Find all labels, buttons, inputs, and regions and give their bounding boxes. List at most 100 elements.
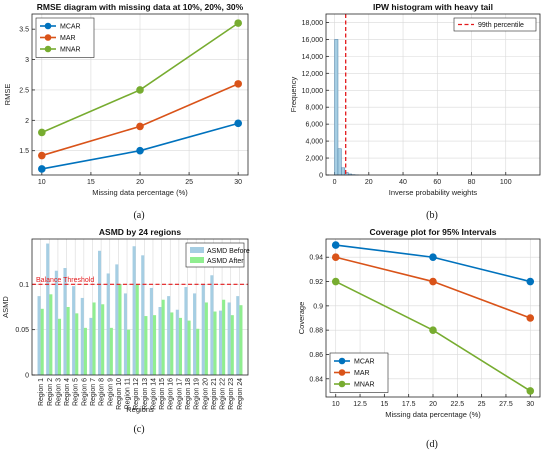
rmse-point-mcar-0 xyxy=(38,165,46,173)
asmd-xtick-label-17: Region 17 xyxy=(176,378,183,410)
coverage-point-mar-2 xyxy=(526,314,535,322)
ipw-xtick-label-2: 40 xyxy=(399,179,407,186)
asmd-bar-after-2 xyxy=(49,294,53,375)
rmse-point-mnar-2 xyxy=(234,19,242,27)
ipw-ytick-label-5: 10,000 xyxy=(302,88,324,95)
asmd-xtick-label-19: Region 19 xyxy=(194,378,201,410)
asmd-ytick-label-1: 0.05 xyxy=(15,327,29,334)
asmd-xlabel: Regions xyxy=(126,405,154,414)
ipw-ytick-label-4: 8,000 xyxy=(305,105,323,112)
asmd-bar-before-7 xyxy=(89,317,93,375)
asmd-bar-after-14 xyxy=(152,315,157,375)
asmd-xtick-label-3: Region 3 xyxy=(55,378,62,406)
asmd-bar-before-8 xyxy=(98,250,102,375)
ipw-ytick-label-6: 12,000 xyxy=(302,71,324,78)
ipw-ytick-label-2: 4,000 xyxy=(305,139,323,146)
asmd-xtick-label-20: Region 20 xyxy=(202,378,209,410)
asmd-bar-before-12 xyxy=(132,246,136,375)
asmd-bar-after-22 xyxy=(222,299,226,375)
ipw-chart: 0 20 40 60 80 100 0 2,000 4,000 6,000 8,000 10,000 1… xyxy=(289,2,541,197)
ipw-title: IPW histogram with heavy tail xyxy=(373,2,493,12)
coverage-xtick-label-6: 25 xyxy=(478,401,486,408)
rmse-ytick-label-3: 3 xyxy=(25,57,29,64)
coverage-point-mnar-2 xyxy=(526,387,535,395)
asmd-bar-after-12 xyxy=(135,284,139,375)
ipw-bin-2 xyxy=(341,167,346,176)
rmse-legend-label-mcar: MCAR xyxy=(60,24,81,31)
rmse-title: RMSE diagram with missing data at 10%, 2… xyxy=(37,2,244,12)
asmd-bar-after-23 xyxy=(230,315,234,375)
ipw-ytick-label-1: 2,000 xyxy=(305,156,323,163)
coverage-point-mcar-1 xyxy=(429,253,437,262)
ipw-ylabel: Frequency xyxy=(289,77,298,113)
asmd-xtick-label-15: Region 15 xyxy=(159,378,166,410)
rmse-ytick-label-2: 2.5 xyxy=(19,87,29,94)
rmse-point-mar-1 xyxy=(136,122,144,131)
asmd-bar-after-9 xyxy=(109,327,113,375)
asmd-xtick-label-10: Region 10 xyxy=(116,378,123,410)
asmd-xtick-label-21: Region 21 xyxy=(211,378,218,410)
asmd-bar-after-10 xyxy=(118,284,122,375)
rmse-xtick-label-1: 15 xyxy=(87,179,95,186)
asmd-legend-label-1: ASMD After xyxy=(207,258,244,265)
asmd-bar-before-23 xyxy=(227,302,231,375)
panel-label-b: (b) xyxy=(426,210,438,221)
coverage-legend-marker-mar xyxy=(338,369,346,376)
asmd-bar-after-18 xyxy=(187,320,191,375)
rmse-legend-label-mnar: MNAR xyxy=(60,47,81,54)
asmd-xtick-label-6: Region 6 xyxy=(81,378,88,406)
asmd-bar-before-5 xyxy=(72,286,76,375)
ipw-ytick-label-3: 6,000 xyxy=(305,122,323,129)
ipw-axes-box xyxy=(325,13,541,176)
asmd-bar-after-21 xyxy=(213,311,217,375)
coverage-legend-label-mcar: MCAR xyxy=(354,359,375,366)
coverage-xlabel: Missing data percentage (%) xyxy=(385,410,481,419)
coverage-legend-label-mnar: MNAR xyxy=(354,382,375,389)
rmse-xtick-label-2: 20 xyxy=(136,179,144,186)
asmd-bar-before-9 xyxy=(106,273,110,375)
asmd-bar-before-24 xyxy=(236,296,240,375)
coverage-axes-box xyxy=(325,238,541,398)
asmd-bar-after-16 xyxy=(170,312,174,375)
rmse-xlabel: Missing data percentage (%) xyxy=(92,188,188,197)
asmd-xtick-label-5: Region 5 xyxy=(73,378,80,406)
ipw-legend-box xyxy=(453,17,537,32)
coverage-point-mcar-0 xyxy=(331,241,340,249)
asmd-xtick-label-1: Region 1 xyxy=(38,378,45,406)
ipw-xtick-label-5: 100 xyxy=(500,179,512,186)
rmse-point-mar-0 xyxy=(38,151,46,160)
asmd-xtick-label-22: Region 22 xyxy=(220,378,227,410)
coverage-point-mcar-2 xyxy=(526,277,535,286)
asmd-bar-after-8 xyxy=(101,304,105,375)
coverage-ytick-label-5: 0.94 xyxy=(309,255,323,262)
panel-label-a: (a) xyxy=(133,210,144,221)
asmd-axes-box xyxy=(31,238,249,376)
asmd-bar-before-2 xyxy=(46,243,50,375)
ipw-xtick-label-4: 80 xyxy=(468,179,476,186)
asmd-bar-after-6 xyxy=(83,327,87,375)
rmse-legend-label-mar: MAR xyxy=(60,35,76,42)
asmd-bar-after-24 xyxy=(239,305,243,375)
asmd-xtick-label-4: Region 4 xyxy=(64,378,71,406)
coverage-xtick-label-5: 22.5 xyxy=(451,401,465,408)
panel-label-d: (d) xyxy=(426,439,438,450)
asmd-xtick-label-9: Region 9 xyxy=(107,378,114,406)
asmd-xtick-label-12: Region 12 xyxy=(133,378,140,410)
asmd-bar-before-21 xyxy=(210,275,214,375)
rmse-ytick-label-4: 3.5 xyxy=(19,27,29,34)
asmd-xtick-label-11: Region 11 xyxy=(125,378,132,410)
asmd-bar-before-16 xyxy=(167,296,171,375)
asmd-bar-after-17 xyxy=(178,317,182,375)
asmd-bar-after-3 xyxy=(57,318,62,375)
asmd-xtick-label-14: Region 14 xyxy=(150,378,157,410)
coverage-xtick-label-1: 12.5 xyxy=(353,401,367,408)
asmd-bar-before-4 xyxy=(63,268,67,375)
asmd-bar-after-4 xyxy=(66,307,70,375)
asmd-bar-before-11 xyxy=(123,293,128,375)
asmd-bar-after-7 xyxy=(92,302,96,375)
rmse-point-mnar-0 xyxy=(38,128,46,137)
coverage-xtick-label-7: 27.5 xyxy=(499,401,513,408)
coverage-title: Coverage plot for 95% Intervals xyxy=(369,227,496,237)
asmd-threshold-label: Balance Threshold xyxy=(36,277,94,284)
